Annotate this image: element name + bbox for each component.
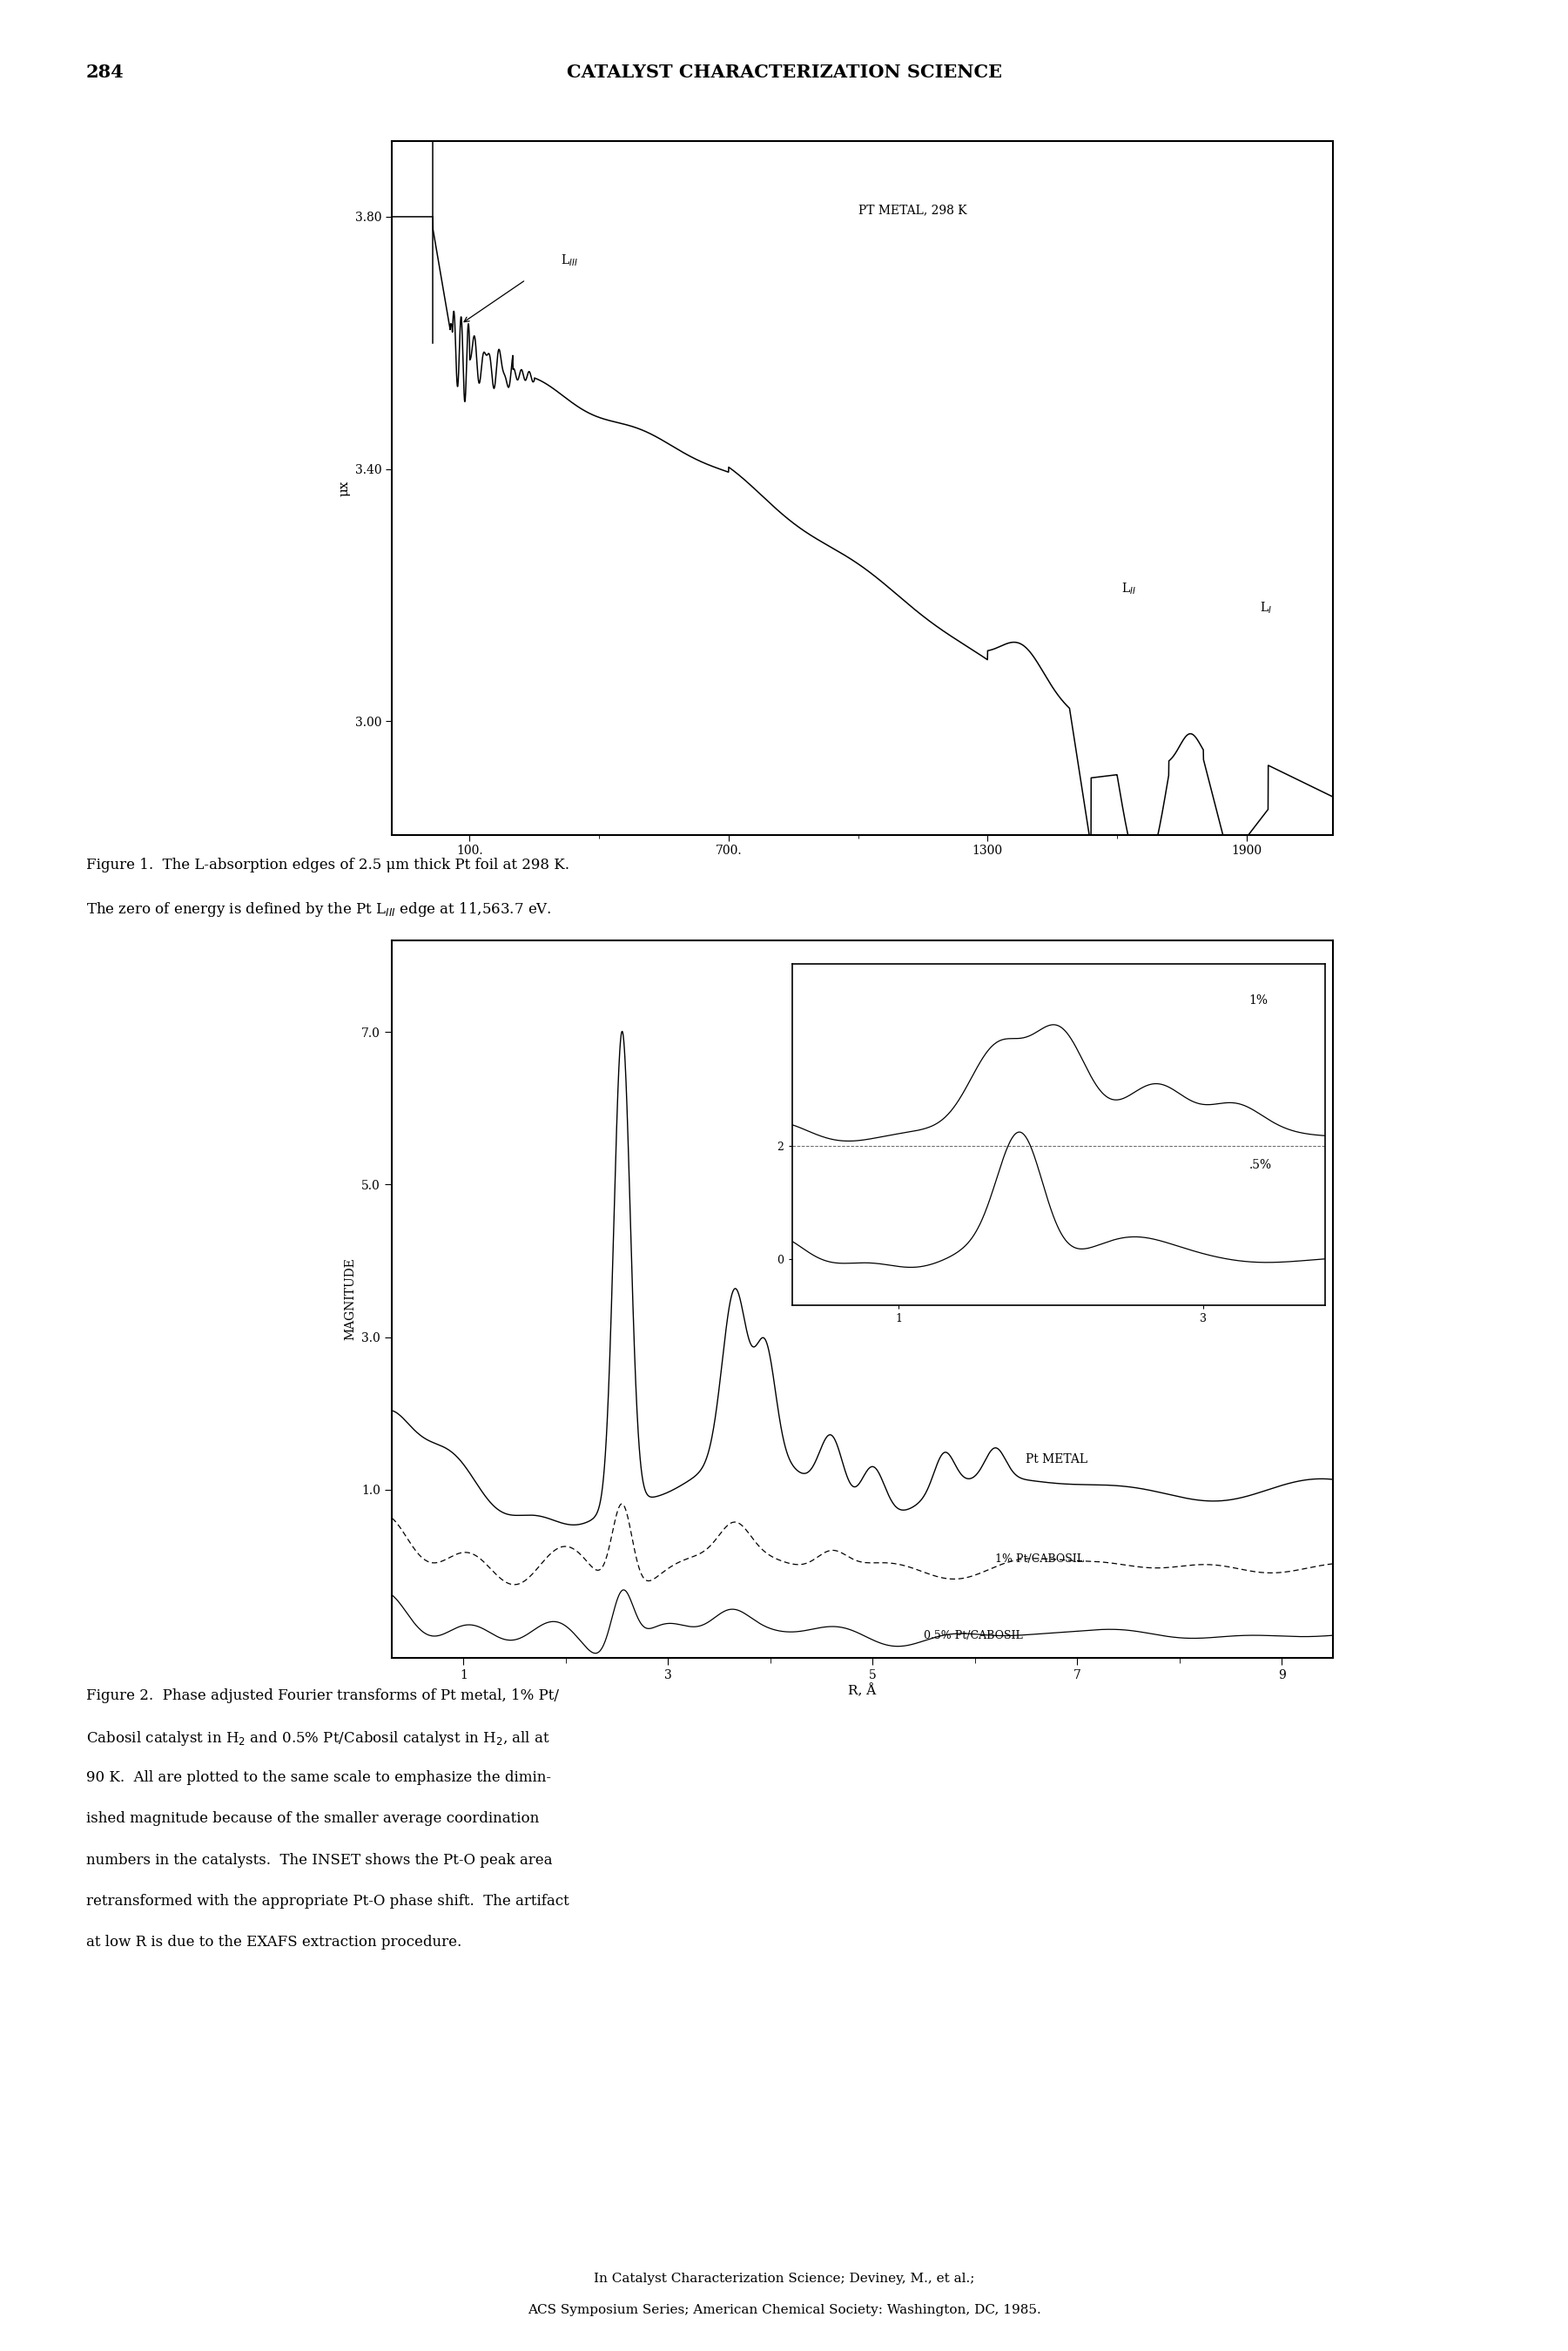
Text: L$_{II}$: L$_{II}$ [1121, 581, 1135, 597]
Text: 1% Pt/CABOSIL: 1% Pt/CABOSIL [996, 1554, 1083, 1566]
Text: numbers in the catalysts.  The INSET shows the Pt-O peak area: numbers in the catalysts. The INSET show… [86, 1853, 552, 1867]
Text: 284: 284 [86, 63, 124, 80]
X-axis label: R, Å: R, Å [848, 1683, 877, 1697]
Text: .5%: .5% [1248, 1159, 1272, 1171]
Text: 1%: 1% [1248, 994, 1269, 1006]
Text: Pt METAL: Pt METAL [1025, 1453, 1088, 1465]
Text: ished magnitude because of the smaller average coordination: ished magnitude because of the smaller a… [86, 1810, 539, 1827]
Y-axis label: μx: μx [339, 480, 350, 496]
Text: L$_{I}$: L$_{I}$ [1259, 600, 1272, 616]
Text: The zero of energy is defined by the Pt L$_{III}$ edge at 11,563.7 eV.: The zero of energy is defined by the Pt … [86, 900, 552, 919]
Text: Figure 1.  The L-absorption edges of 2.5 μm thick Pt foil at 298 K.: Figure 1. The L-absorption edges of 2.5 … [86, 858, 569, 872]
Text: 90 K.  All are plotted to the same scale to emphasize the dimin-: 90 K. All are plotted to the same scale … [86, 1770, 552, 1784]
Text: at low R is due to the EXAFS extraction procedure.: at low R is due to the EXAFS extraction … [86, 1935, 461, 1949]
Text: In Catalyst Characterization Science; Deviney, M., et al.;: In Catalyst Characterization Science; De… [594, 2273, 974, 2285]
Text: PT METAL, 298 K: PT METAL, 298 K [858, 205, 966, 216]
Text: retransformed with the appropriate Pt-O phase shift.  The artifact: retransformed with the appropriate Pt-O … [86, 1895, 569, 1909]
Y-axis label: MAGNITUDE: MAGNITUDE [345, 1258, 356, 1340]
Text: ACS Symposium Series; American Chemical Society: Washington, DC, 1985.: ACS Symposium Series; American Chemical … [527, 2304, 1041, 2316]
Text: CATALYST CHARACTERIZATION SCIENCE: CATALYST CHARACTERIZATION SCIENCE [566, 63, 1002, 80]
Text: 0.5% Pt/CABOSIL: 0.5% Pt/CABOSIL [924, 1629, 1022, 1641]
Text: Figure 2.  Phase adjusted Fourier transforms of Pt metal, 1% Pt/: Figure 2. Phase adjusted Fourier transfo… [86, 1688, 558, 1702]
Text: L$_{III}$: L$_{III}$ [560, 254, 577, 268]
Text: Cabosil catalyst in H$_2$ and 0.5% Pt/Cabosil catalyst in H$_2$, all at: Cabosil catalyst in H$_2$ and 0.5% Pt/Ca… [86, 1730, 550, 1747]
